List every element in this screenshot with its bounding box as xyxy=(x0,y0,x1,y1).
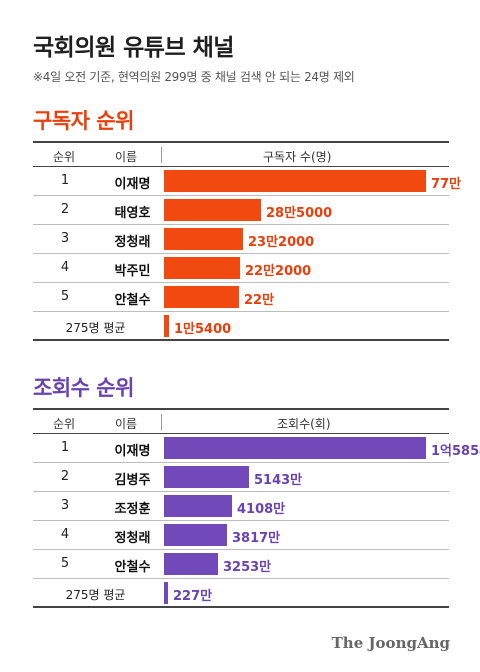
views-value-label: 5143만 xyxy=(254,473,303,488)
rank-label: 3 xyxy=(60,498,70,513)
name-label: 박주민 xyxy=(114,264,151,279)
views-bar xyxy=(164,553,218,575)
views-value-label: 3817만 xyxy=(232,531,281,546)
rank-label: 4 xyxy=(60,260,70,275)
name-label: 안철수 xyxy=(114,293,151,308)
views-average-bar xyxy=(164,582,168,604)
views-section-title: 조회수 순위 xyxy=(33,376,134,400)
name-label: 정청래 xyxy=(114,235,151,250)
views-value-label: 1억5854만 xyxy=(431,444,480,459)
header-rank: 순위 xyxy=(53,150,76,164)
rank-label: 2 xyxy=(60,469,70,484)
views-average-row: 275명 평균 227만 xyxy=(33,579,449,608)
rank-label: 3 xyxy=(60,231,70,246)
subscriber-row: 2 태영호 28만5000 xyxy=(33,196,449,225)
rank-label: 1 xyxy=(60,440,70,455)
subscriber-value-label: 22만 xyxy=(244,293,275,308)
rank-label: 5 xyxy=(60,556,70,571)
header-rank: 순위 xyxy=(53,417,76,431)
subscriber-section-title: 구독자 순위 xyxy=(33,109,134,133)
subscriber-row: 1 이재명 77만 xyxy=(33,167,461,196)
views-bar xyxy=(164,466,249,488)
average-label: 275명 평균 xyxy=(65,321,126,335)
views-bar xyxy=(164,524,227,546)
name-label: 이재명 xyxy=(114,177,151,192)
name-label: 김병주 xyxy=(114,473,151,488)
page-title: 국회의원 유튜브 채널 xyxy=(33,35,234,61)
subscriber-bar xyxy=(164,286,239,308)
name-label: 정청래 xyxy=(114,531,151,546)
header-value: 구독자 수(명) xyxy=(263,150,332,164)
average-label: 275명 평균 xyxy=(65,588,126,602)
header-value: 조회수(회) xyxy=(277,417,331,431)
subscriber-row: 5 안철수 22만 xyxy=(33,283,449,312)
subscriber-value-label: 22만2000 xyxy=(245,264,312,279)
views-value-label: 3253만 xyxy=(223,560,272,575)
page-subtitle: ※4일 오전 기준, 현역의원 299명 중 채널 검색 안 되는 24명 제외 xyxy=(33,70,355,84)
header-name: 이름 xyxy=(115,417,138,431)
views-row: 5 안철수 3253만 xyxy=(33,550,449,579)
subscriber-value-label: 23만2000 xyxy=(248,235,315,250)
rank-label: 2 xyxy=(60,202,70,217)
subscriber-bar xyxy=(164,199,261,221)
subscriber-value-label: 28만5000 xyxy=(266,206,333,221)
views-bar xyxy=(164,437,426,459)
header-divider xyxy=(161,147,162,163)
subscriber-value-label: 77만 xyxy=(431,177,462,192)
views-row: 1 이재명 1억5854만 xyxy=(33,434,480,463)
views-row: 3 조정훈 4108만 xyxy=(33,492,449,521)
subscriber-value-label: 1만5400 xyxy=(174,322,232,337)
views-row: 4 정청래 3817만 xyxy=(33,521,449,550)
name-label: 안철수 xyxy=(114,560,151,575)
views-bar xyxy=(164,495,232,517)
views-value-label: 4108만 xyxy=(237,502,286,517)
name-label: 조정훈 xyxy=(114,502,151,517)
name-label: 이재명 xyxy=(114,444,151,459)
subscriber-average-bar xyxy=(164,315,169,337)
views-table-header: 순위 이름 조회수(회) xyxy=(33,408,449,434)
subscriber-average-row: 275명 평균 1만5400 xyxy=(33,312,449,341)
header-name: 이름 xyxy=(115,150,138,164)
rank-label: 4 xyxy=(60,527,70,542)
subscriber-bar xyxy=(164,257,240,279)
subscriber-row: 3 정청래 23만2000 xyxy=(33,225,449,254)
subscriber-row: 4 박주민 22만2000 xyxy=(33,254,449,283)
subscriber-bar xyxy=(164,170,426,192)
views-row: 2 김병주 5143만 xyxy=(33,463,449,492)
rank-label: 5 xyxy=(60,289,70,304)
subscriber-bar xyxy=(164,228,243,250)
views-value-label: 227만 xyxy=(173,589,213,604)
header-divider xyxy=(161,414,162,430)
name-label: 태영호 xyxy=(114,206,151,221)
rank-label: 1 xyxy=(60,173,70,188)
publisher-credit: The JoongAng xyxy=(331,634,450,652)
subscriber-table-header: 순위 이름 구독자 수(명) xyxy=(33,141,449,167)
